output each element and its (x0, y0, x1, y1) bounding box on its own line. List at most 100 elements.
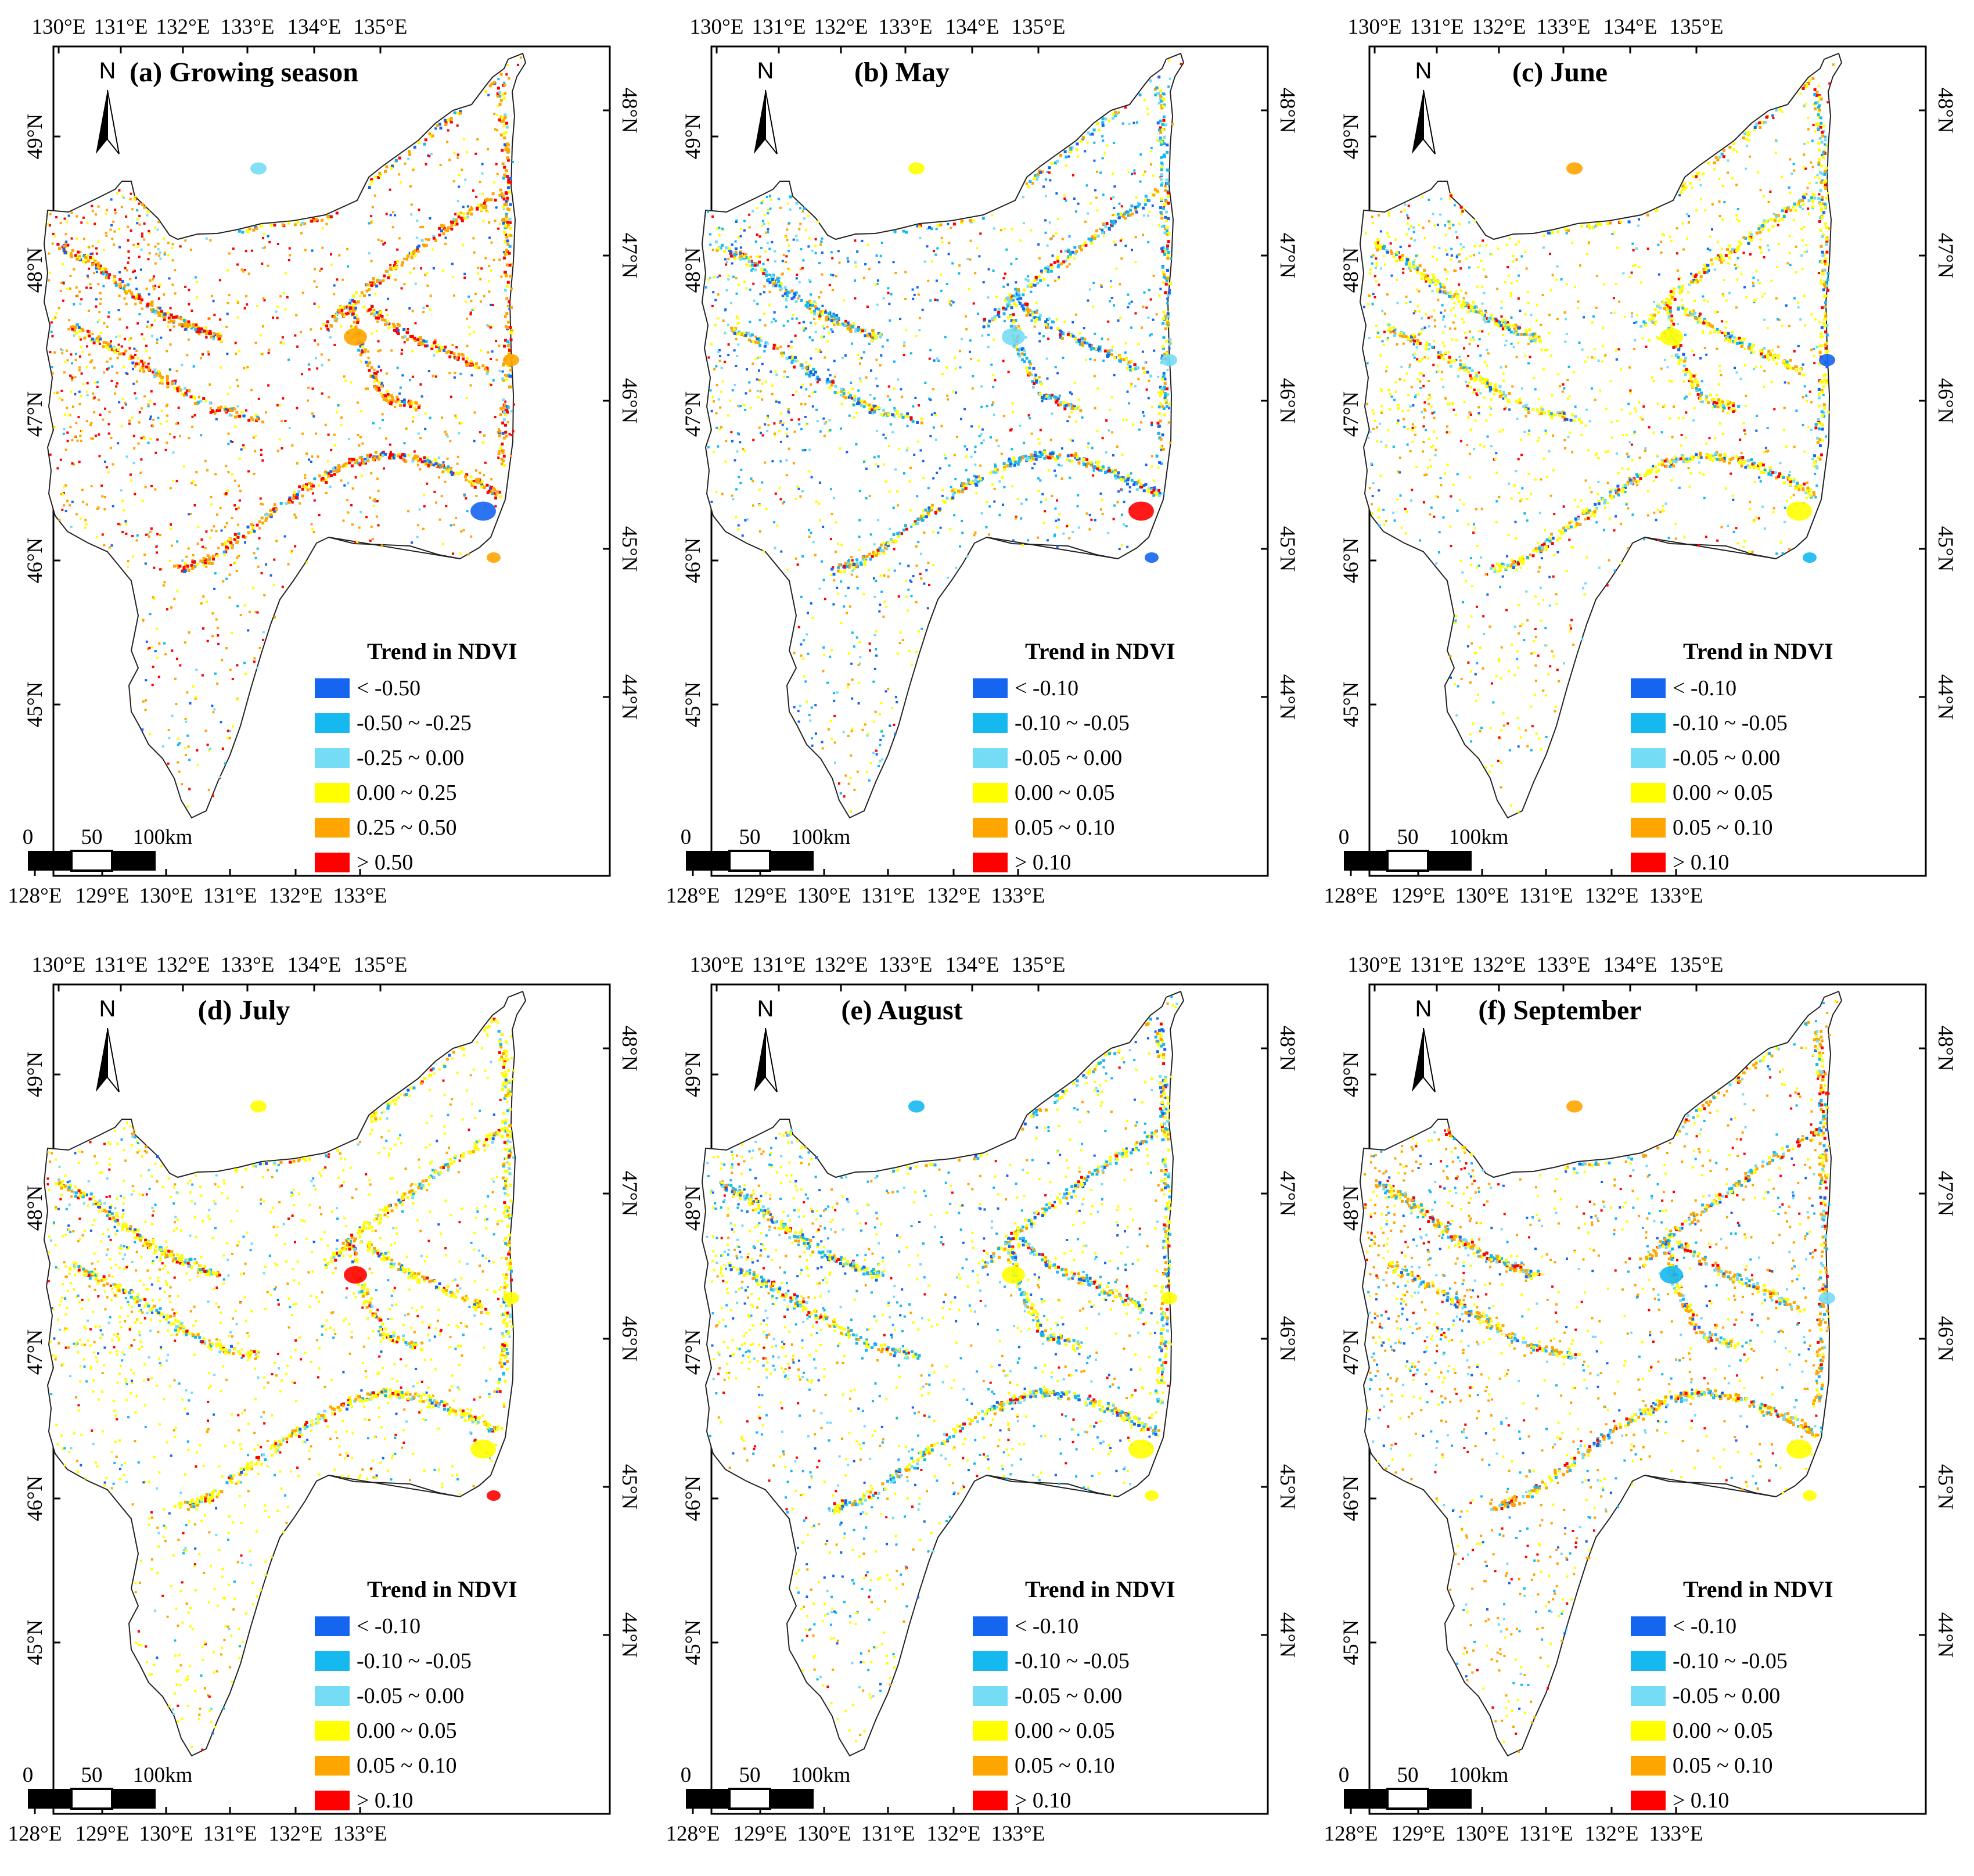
ndvi-pixel (77, 326, 81, 329)
ndvi-pixel (411, 401, 415, 405)
ndvi-pixel (426, 457, 430, 460)
ndvi-pixel (245, 229, 249, 232)
ndvi-pixel (842, 731, 845, 734)
ndvi-pixel (844, 354, 847, 357)
ndvi-pixel (963, 445, 966, 448)
ndvi-pixel (258, 520, 261, 523)
ndvi-pixel (409, 400, 412, 403)
ndvi-pixel (147, 258, 150, 261)
ndvi-pixel (411, 337, 415, 340)
ndvi-pixel (318, 474, 321, 477)
ndvi-pixel (195, 330, 199, 333)
ndvi-pixel (977, 425, 980, 428)
ndvi-pixel (504, 92, 507, 95)
ndvi-pixel (423, 142, 426, 146)
ndvi-pixel (394, 265, 398, 269)
ndvi-pixel (91, 204, 94, 207)
ndvi-pixel (1015, 304, 1018, 307)
ndvi-pixel (418, 404, 421, 408)
ndvi-pixel (433, 490, 436, 493)
ndvi-pixel (1138, 479, 1141, 483)
ndvi-pixel (453, 111, 456, 114)
ndvi-pixel (128, 357, 131, 360)
ndvi-pixel (509, 227, 512, 230)
ndvi-pixel (492, 81, 496, 84)
ndvi-pixel (981, 217, 985, 220)
ndvi-pixel (828, 332, 830, 335)
ndvi-pixel (166, 385, 170, 389)
ndvi-pixel (843, 570, 847, 573)
ndvi-pixel (174, 269, 177, 272)
ndvi-pixel (824, 422, 826, 425)
ndvi-pixel (98, 311, 101, 314)
ndvi-pixel (897, 532, 901, 536)
ndvi-pixel (80, 430, 83, 433)
ndvi-pixel (377, 350, 380, 353)
ndvi-pixel (284, 272, 287, 275)
ndvi-pixel (905, 595, 908, 598)
ndvi-pixel (118, 285, 121, 288)
ndvi-pixel (215, 618, 218, 621)
ndvi-pixel (387, 297, 390, 300)
ndvi-pixel (294, 516, 297, 519)
right-lat-label: 45°N (1275, 526, 1299, 572)
ndvi-pixel (130, 229, 132, 232)
ndvi-pixel (1110, 297, 1113, 299)
ndvi-pixel (284, 419, 287, 422)
ndvi-pixel (752, 504, 754, 507)
ndvi-pixel (128, 347, 131, 350)
ndvi-pixel (818, 262, 821, 264)
ndvi-pixel (1077, 494, 1080, 497)
ndvi-pixel (841, 357, 844, 360)
ndvi-pixel (357, 461, 360, 465)
ndvi-pixel (855, 411, 858, 414)
ndvi-pixel (1167, 421, 1170, 424)
ndvi-pixel (824, 356, 826, 359)
ndvi-pixel (954, 488, 957, 491)
ndvi-pixel (875, 463, 878, 466)
ndvi-pixel (247, 629, 250, 632)
ndvi-pixel (818, 519, 821, 522)
ndvi-pixel (1040, 269, 1043, 273)
ndvi-pixel (1024, 308, 1028, 311)
ndvi-pixel (778, 487, 781, 490)
ndvi-pixel (129, 278, 132, 281)
ndvi-pixel (1130, 326, 1133, 329)
ndvi-pixel (69, 274, 72, 277)
ndvi-pixel (993, 227, 995, 230)
ndvi-pixel (510, 454, 513, 457)
ndvi-pixel (498, 429, 502, 433)
ndvi-pixel (876, 279, 879, 282)
ndvi-pixel (113, 243, 116, 246)
ndvi-pixel (308, 368, 311, 371)
ndvi-pixel (1117, 216, 1121, 220)
ndvi-pixel (490, 241, 493, 244)
ndvi-pixel (1009, 459, 1012, 463)
ndvi-pixel (908, 649, 911, 652)
ndvi-pixel (1145, 306, 1148, 309)
ndvi-pixel (784, 235, 787, 238)
ndvi-pixel (966, 478, 970, 481)
ndvi-pixel (1076, 455, 1079, 459)
ndvi-pixel (260, 454, 263, 456)
ndvi-pixel (480, 483, 484, 486)
ndvi-pixel (1057, 403, 1060, 407)
ndvi-pixel (1067, 524, 1070, 527)
ndvi-pixel (317, 455, 319, 458)
bottom-lon-label: 132°E (927, 884, 981, 908)
ndvi-pixel (765, 508, 768, 511)
ndvi-pixel (347, 307, 350, 311)
ndvi-pixel (414, 322, 417, 325)
ndvi-pixel (359, 360, 362, 363)
ndvi-pixel (462, 217, 465, 220)
ndvi-pixel (949, 528, 952, 531)
ndvi-pixel (410, 213, 413, 216)
ndvi-pixel (758, 319, 761, 322)
ndvi-pixel (994, 379, 997, 382)
ndvi-pixel (89, 256, 92, 259)
ndvi-pixel (188, 389, 191, 392)
ndvi-pixel (358, 526, 361, 529)
ndvi-pixel (376, 278, 379, 282)
ndvi-pixel (222, 551, 226, 554)
ndvi-pixel (179, 434, 182, 437)
